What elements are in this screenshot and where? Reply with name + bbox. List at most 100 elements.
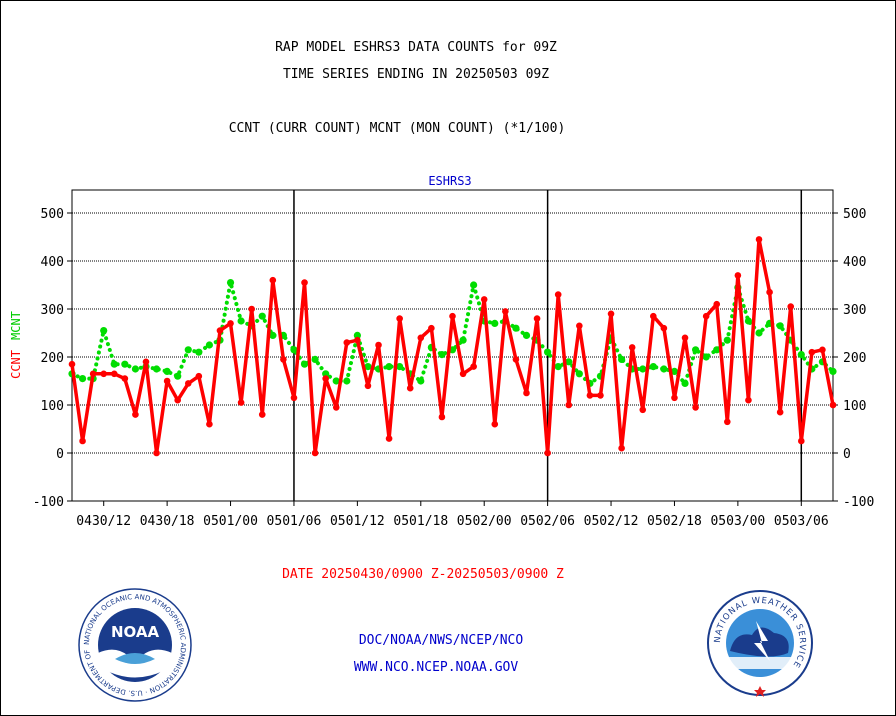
data-point-ccnt	[385, 435, 393, 442]
data-point-mcnt	[269, 331, 277, 339]
data-point-mcnt	[702, 353, 710, 361]
data-point-mcnt	[110, 360, 118, 368]
y-tick-label: 100	[41, 399, 64, 414]
data-point-ccnt	[322, 375, 329, 382]
data-point-ccnt	[301, 279, 308, 286]
data-point-ccnt	[396, 315, 403, 322]
x-tick-label: 0501/06	[267, 514, 322, 529]
y-tick-label: 0	[843, 447, 851, 462]
y-tick-label: 100	[843, 399, 866, 414]
y-tick-label: 200	[41, 351, 64, 366]
x-tick-label: 0503/00	[710, 514, 765, 529]
data-point-mcnt	[322, 370, 330, 378]
data-point-mcnt	[205, 341, 214, 349]
data-point-ccnt	[375, 341, 382, 349]
data-point-ccnt	[470, 363, 477, 370]
data-point-mcnt	[100, 327, 108, 335]
data-point-mcnt	[512, 324, 520, 332]
y-tick-label: 0	[56, 447, 64, 462]
y-axis-right: -100 0 100 200 300 400 500	[833, 207, 874, 510]
data-point-ccnt	[829, 401, 837, 409]
data-point-mcnt	[618, 355, 626, 363]
data-point-mcnt	[353, 331, 361, 339]
data-point-ccnt	[364, 382, 372, 390]
data-point-ccnt	[628, 344, 636, 351]
data-point-mcnt	[78, 375, 87, 383]
data-point-ccnt	[153, 449, 160, 457]
y-label-ccnt: CCNT	[9, 350, 23, 379]
data-point-ccnt	[692, 404, 699, 411]
data-point-ccnt	[512, 356, 520, 363]
y-tick-label: 300	[843, 303, 866, 318]
data-point-mcnt	[575, 370, 583, 378]
data-point-ccnt	[597, 392, 604, 399]
data-point-ccnt	[100, 370, 108, 378]
data-point-ccnt	[89, 370, 97, 378]
data-point-ccnt	[554, 291, 562, 298]
data-point-ccnt	[184, 380, 192, 387]
data-point-ccnt	[618, 444, 625, 452]
y-tick-label: 200	[843, 351, 866, 366]
data-point-mcnt	[290, 346, 298, 354]
data-point-ccnt	[132, 411, 139, 418]
x-tick-label: 0501/18	[393, 514, 448, 529]
data-point-ccnt	[787, 303, 795, 310]
title-line-2: TIME SERIES ENDING IN 20250503 09Z	[283, 67, 549, 82]
data-point-ccnt	[702, 312, 710, 320]
y-tick-label: -100	[843, 495, 874, 510]
data-point-mcnt	[522, 331, 531, 339]
data-point-mcnt	[723, 336, 731, 344]
data-point-mcnt	[131, 365, 140, 373]
data-point-mcnt	[713, 346, 721, 354]
data-point-ccnt	[491, 420, 499, 428]
data-point-mcnt	[565, 358, 573, 366]
data-point-ccnt	[776, 408, 784, 416]
data-point-ccnt	[195, 372, 203, 380]
data-point-ccnt	[269, 276, 277, 284]
y-tick-label: 400	[843, 255, 866, 270]
data-point-ccnt	[163, 377, 171, 385]
data-point-mcnt	[660, 365, 668, 373]
data-point-mcnt	[184, 346, 192, 354]
noaa-logo: NATIONAL OCEANIC AND ATMOSPHERIC ADMINIS…	[78, 588, 192, 702]
data-point-mcnt	[258, 312, 266, 320]
data-point-mcnt	[226, 279, 235, 287]
data-point-mcnt	[649, 363, 657, 371]
data-point-ccnt	[502, 308, 509, 315]
data-point-mcnt	[152, 365, 161, 373]
org-text: DOC/NOAA/NWS/NCEP/NCO	[359, 633, 524, 648]
data-point-mcnt	[491, 319, 499, 327]
data-point-ccnt	[766, 288, 773, 296]
x-axis: 0430/12 0430/18 0501/00 0501/06 0501/12 0501/…	[76, 501, 829, 529]
data-point-ccnt	[449, 312, 456, 320]
data-point-ccnt	[523, 389, 530, 397]
nws-logo: NATIONAL WEATHER SERVICE	[707, 590, 813, 697]
y-axis-label: CCNT MCNT	[9, 311, 23, 379]
x-tick-label: 0503/06	[774, 514, 829, 529]
data-point-ccnt	[660, 324, 668, 332]
data-point-ccnt	[406, 384, 414, 392]
data-point-mcnt	[438, 351, 446, 359]
data-point-mcnt	[776, 322, 784, 330]
data-point-ccnt	[311, 449, 319, 457]
data-point-ccnt	[206, 420, 213, 428]
data-point-ccnt	[459, 370, 467, 378]
data-point-ccnt	[121, 375, 129, 382]
data-point-ccnt	[819, 346, 826, 354]
data-point-ccnt	[724, 418, 731, 426]
data-point-ccnt	[417, 334, 425, 342]
subtitle: CCNT (CURR COUNT) MCNT (MON COUNT) (*1/1…	[229, 121, 566, 136]
date-range: DATE 20250430/0900 Z-20250503/0900 Z	[282, 567, 564, 582]
data-point-mcnt	[639, 365, 647, 373]
x-tick-label: 0430/12	[76, 514, 131, 529]
data-point-mcnt	[670, 367, 679, 375]
data-point-ccnt	[713, 300, 721, 308]
chart-title: ESHRS3	[428, 174, 471, 188]
nws-star-icon	[754, 686, 766, 697]
data-point-mcnt	[417, 377, 425, 385]
data-point-ccnt	[343, 339, 351, 346]
data-point-mcnt	[797, 351, 805, 359]
data-point-ccnt	[745, 396, 752, 404]
data-point-mcnt	[744, 317, 753, 325]
